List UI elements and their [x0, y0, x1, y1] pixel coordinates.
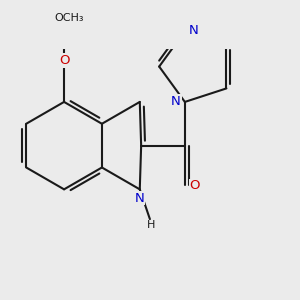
Text: N: N: [171, 94, 181, 107]
Text: N: N: [135, 192, 145, 205]
Text: OCH₃: OCH₃: [55, 14, 84, 23]
Text: O: O: [189, 179, 200, 192]
Text: H: H: [147, 220, 155, 230]
Text: N: N: [189, 24, 199, 37]
Text: O: O: [59, 54, 69, 67]
